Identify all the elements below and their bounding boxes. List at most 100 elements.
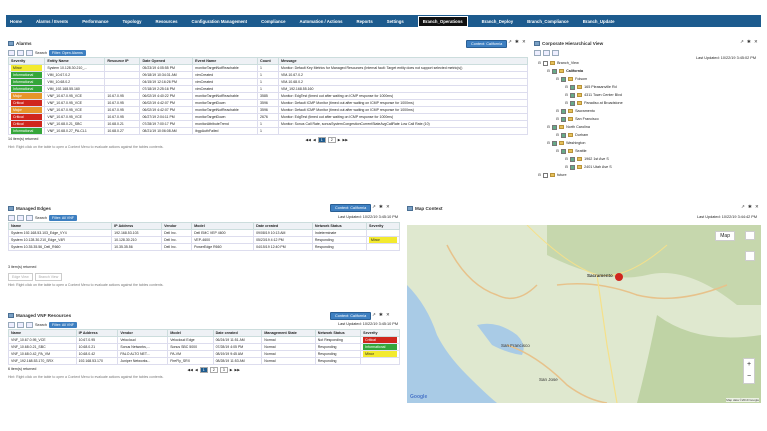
column-header[interactable]: Vendor — [161, 222, 193, 230]
column-header[interactable]: Entity Name — [44, 57, 106, 65]
export-icon[interactable] — [26, 214, 33, 221]
page-number[interactable]: 2 — [327, 137, 336, 143]
column-header[interactable]: Date created — [212, 329, 263, 337]
tree-checkbox[interactable] — [561, 132, 567, 138]
column-header[interactable]: Message — [277, 57, 529, 65]
edit-icon[interactable] — [534, 49, 541, 56]
tree-node[interactable]: ⊟ Paradiso at Broadstone — [534, 99, 760, 107]
table-row[interactable]: Critical VNF_10.68.0.21_SBC 10.68.0.21 07/2… — [7, 120, 529, 128]
column-header[interactable]: Model — [167, 329, 214, 337]
last-page-icon[interactable]: ▶▶ — [342, 138, 348, 142]
tree-node[interactable]: ⊟ Washington — [534, 139, 760, 147]
expand-toggle-icon[interactable]: ⊟ — [556, 117, 560, 121]
prev-page-icon[interactable]: ◀ — [312, 138, 316, 142]
map-view[interactable]: Sacramento San Francisco San Jose Map + −… — [407, 225, 761, 403]
nav-item-settings[interactable]: Settings — [386, 18, 404, 24]
table-row[interactable]: System 192.168.53.103_Edge_VY4 192.168.53… — [7, 229, 400, 237]
tree-checkbox[interactable] — [570, 92, 576, 98]
filter-button[interactable]: Filter: All VNF — [49, 214, 77, 221]
table-row[interactable]: Informational VIM_192.168.55.160 07/18/19 … — [7, 85, 529, 93]
export-icon[interactable] — [26, 49, 33, 56]
column-header[interactable]: Date Opened — [139, 57, 194, 65]
tree-checkbox[interactable] — [543, 60, 549, 66]
expand-toggle-icon[interactable]: ⊟ — [538, 61, 542, 65]
column-header[interactable]: IP Address — [75, 329, 119, 337]
next-page-icon[interactable]: ▶ — [337, 138, 341, 142]
panel-tools[interactable]: ↗ ✱ ✕ — [508, 39, 527, 44]
nav-item-performance[interactable]: Performance — [82, 18, 109, 24]
tree-node[interactable]: ⊟ 1962 1st Ave S — [534, 155, 760, 163]
tree-node[interactable]: ⊟ Folsom — [534, 75, 760, 83]
tree-node[interactable]: ⊟ Seattle — [534, 147, 760, 155]
expand-toggle-icon[interactable]: ⊟ — [565, 165, 569, 169]
table-row[interactable]: VNF_10.67.0.95_VCE 10.67.0.95 Velocloud Vel… — [8, 336, 400, 344]
nav-item-configuration-management[interactable]: Configuration Management — [191, 18, 248, 24]
table-row[interactable]: Minor System 10.128.30.210_... 05/23/19 4:… — [7, 64, 529, 72]
tree-checkbox[interactable] — [570, 164, 576, 170]
expand-toggle-icon[interactable]: ⊟ — [547, 141, 551, 145]
nav-item-home[interactable]: Home — [10, 18, 22, 24]
table-row[interactable]: Major VNF_10.67.0.95_VCE 10.67.0.95 06/02/1… — [7, 92, 529, 100]
table-row[interactable]: System 10.35.35.56_Dell_R660 10.35.35.56 D… — [7, 243, 400, 251]
tree-node[interactable]: ⊟ future — [534, 171, 760, 179]
filter-button[interactable]: Filter: Open Alarms — [49, 49, 86, 56]
page-number[interactable]: 3 — [219, 367, 228, 373]
prev-page-icon[interactable]: ◀ — [194, 368, 198, 372]
tree-node[interactable]: ⊟ Branch_View — [534, 59, 760, 67]
tree-node[interactable]: ⊟ San Francisco — [534, 115, 760, 123]
table-row[interactable]: Informational VNF_10.68.0.27_PA-CL1 10.68.… — [7, 127, 529, 135]
expand-toggle-icon[interactable]: ⊟ — [556, 109, 560, 113]
expand-toggle-icon[interactable]: ⊟ — [547, 125, 551, 129]
context-button[interactable]: Context: California — [330, 204, 372, 212]
column-header[interactable]: Resource IP — [104, 57, 141, 65]
tree-node[interactable]: ⊟ California — [534, 67, 760, 75]
expand-toggle-icon[interactable]: ⊟ — [556, 77, 560, 81]
tree-checkbox[interactable] — [570, 100, 576, 106]
edit-icon[interactable] — [8, 49, 15, 56]
column-header[interactable]: Date created — [253, 222, 313, 230]
settings-icon[interactable] — [17, 214, 24, 221]
table-row[interactable]: Critical VNF_10.67.0.95_VCE 10.67.0.95 06/0… — [7, 99, 529, 107]
column-header[interactable]: Severity — [7, 57, 46, 65]
first-page-icon[interactable]: ◀◀ — [187, 368, 193, 372]
tree-node[interactable]: ⊟ 165 Pleasanville Rd — [534, 83, 760, 91]
expand-toggle-icon[interactable]: ⊟ — [547, 69, 551, 73]
expand-toggle-icon[interactable]: ⊟ — [565, 101, 569, 105]
table-row[interactable]: Informational VIM_10.67.0.2 09/18/19 10:34… — [7, 71, 529, 79]
expand-toggle-icon[interactable]: ⊟ — [565, 157, 569, 161]
column-header[interactable]: Name — [7, 222, 113, 230]
table-row[interactable]: System 10.128.30.210_Edge_V4R 10.128.30.2… — [7, 236, 400, 244]
nav-item-reports[interactable]: Reports — [356, 18, 373, 24]
expand-toggle-icon[interactable]: ⊟ — [538, 173, 542, 177]
column-header[interactable]: Model — [191, 222, 255, 230]
zoom-controls[interactable]: + − — [743, 358, 755, 384]
page-number[interactable]: 1 — [199, 367, 208, 373]
column-header[interactable]: Severity — [366, 222, 400, 230]
edge-action-button[interactable]: Branch View — [34, 273, 63, 281]
nav-item-resources[interactable]: Resources — [155, 18, 178, 24]
tree-checkbox[interactable] — [552, 140, 558, 146]
edge-action-button[interactable]: Edge View — [8, 273, 33, 281]
context-button[interactable]: Context: California — [466, 40, 508, 48]
column-header[interactable]: Name — [8, 329, 77, 337]
column-header[interactable]: IP Address — [111, 222, 163, 230]
edit-icon[interactable] — [8, 214, 15, 221]
map-marker[interactable] — [615, 273, 623, 281]
table-row[interactable]: VNF_10.68.0.42_PA_VM 10.68.0.42 PALO ALTO … — [8, 350, 400, 358]
nav-item-branch-compliance[interactable]: Branch_Compliance — [527, 18, 569, 24]
panel-tools[interactable]: ↗ ✱ ✕ — [741, 204, 760, 209]
tree-node[interactable]: ⊟ Durham — [534, 131, 760, 139]
table-row[interactable]: VNF_10.68.0.21_SBC 10.68.0.21 Sonus Networ… — [8, 343, 400, 351]
page-number[interactable]: 2 — [209, 367, 218, 373]
tree-checkbox[interactable] — [561, 148, 567, 154]
first-page-icon[interactable]: ◀◀ — [305, 138, 311, 142]
expand-toggle-icon[interactable]: ⊟ — [565, 93, 569, 97]
expand-icon[interactable] — [745, 251, 755, 261]
nav-item-automation-actions[interactable]: Automation / Actions — [299, 18, 343, 24]
nav-item-compliance[interactable]: Compliance — [261, 18, 286, 24]
column-header[interactable]: Vendor — [117, 329, 169, 337]
expand-toggle-icon[interactable]: ⊟ — [565, 85, 569, 89]
column-header[interactable]: Network Status — [314, 329, 362, 337]
table-row[interactable]: Critical VNF_10.67.0.95_VCE 10.67.0.95 06/2… — [7, 113, 529, 121]
edit-icon[interactable] — [8, 321, 15, 328]
